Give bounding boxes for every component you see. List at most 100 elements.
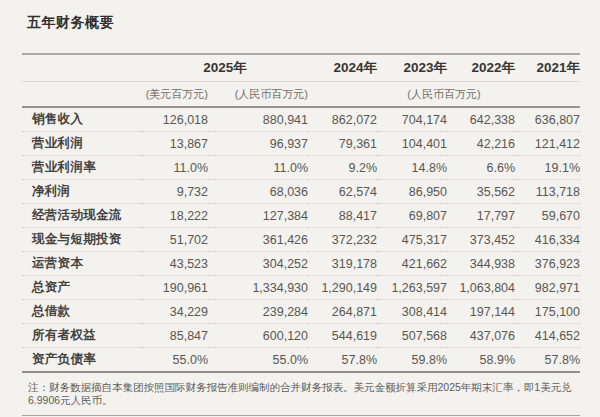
cell-2024: 264,871 — [308, 300, 377, 324]
unit-rmb-group: (人民币百万元) — [308, 82, 580, 108]
cell-2022: 42,216 — [447, 132, 515, 156]
cell-usd-2025: 13,867 — [142, 132, 208, 156]
cell-2021: 636,807 — [515, 107, 580, 132]
cell-2022: 197,144 — [447, 300, 515, 324]
cell-usd-2025: 43,523 — [142, 252, 208, 276]
cell-rmb-2025: 239,284 — [208, 300, 308, 324]
cell-2021: 376,923 — [515, 252, 580, 276]
cell-2022: 1,063,804 — [447, 276, 515, 300]
cell-rmb-2025: 1,334,930 — [208, 276, 308, 300]
cell-2022: 344,938 — [447, 252, 515, 276]
cell-usd-2025: 9,732 — [142, 180, 208, 204]
cell-2023: 421,662 — [377, 252, 447, 276]
row-label: 销售收入 — [22, 107, 142, 132]
table-header: 2025年 2024年 2023年 2022年 2021年 (美元百万元) (人… — [22, 54, 580, 107]
cell-rmb-2025: 127,384 — [208, 204, 308, 228]
year-header-2023: 2023年 — [377, 54, 447, 82]
cell-rmb-2025: 11.0% — [208, 156, 308, 180]
row-label: 总借款 — [22, 300, 142, 324]
cell-usd-2025: 11.0% — [142, 156, 208, 180]
row-label: 资产负债率 — [22, 348, 142, 373]
cell-2023: 704,174 — [377, 107, 447, 132]
row-label: 营业利润率 — [22, 156, 142, 180]
cell-2023: 507,568 — [377, 324, 447, 348]
cell-2022: 6.6% — [447, 156, 515, 180]
cell-2023: 86,950 — [377, 180, 447, 204]
cell-2024: 544,619 — [308, 324, 377, 348]
cell-2021: 175,100 — [515, 300, 580, 324]
cell-2024: 1,290,149 — [308, 276, 377, 300]
table-row: 净利润 9,732 68,036 62,574 86,950 35,562 11… — [22, 180, 580, 204]
row-label: 经营活动现金流 — [22, 204, 142, 228]
cell-usd-2025: 190,961 — [142, 276, 208, 300]
table-row: 现金与短期投资 51,702 361,426 372,232 475,317 3… — [22, 228, 580, 252]
cell-rmb-2025: 880,941 — [208, 107, 308, 132]
cell-usd-2025: 126,018 — [142, 107, 208, 132]
table-row: 运营资本 43,523 304,252 319,178 421,662 344,… — [22, 252, 580, 276]
cell-2024: 319,178 — [308, 252, 377, 276]
cell-2023: 308,414 — [377, 300, 447, 324]
row-label: 营业利润 — [22, 132, 142, 156]
cell-2023: 104,401 — [377, 132, 447, 156]
table-row: 总资产 190,961 1,334,930 1,290,149 1,263,59… — [22, 276, 580, 300]
unit-header-row: (美元百万元) (人民币百万元) (人民币百万元) — [22, 82, 580, 108]
cell-2023: 69,807 — [377, 204, 447, 228]
cell-2023: 475,317 — [377, 228, 447, 252]
cell-2023: 1,263,597 — [377, 276, 447, 300]
cell-2024: 88,417 — [308, 204, 377, 228]
cell-2024: 9.2% — [308, 156, 377, 180]
cell-usd-2025: 51,702 — [142, 228, 208, 252]
cell-2021: 57.8% — [515, 348, 580, 373]
cell-2021: 113,718 — [515, 180, 580, 204]
table-body: 销售收入 126,018 880,941 862,072 704,174 642… — [22, 107, 580, 372]
cell-2021: 19.1% — [515, 156, 580, 180]
cell-2022: 642,338 — [447, 107, 515, 132]
cell-usd-2025: 34,229 — [142, 300, 208, 324]
row-label: 运营资本 — [22, 252, 142, 276]
cell-usd-2025: 85,847 — [142, 324, 208, 348]
cell-rmb-2025: 96,937 — [208, 132, 308, 156]
cell-rmb-2025: 68,036 — [208, 180, 308, 204]
table-row: 销售收入 126,018 880,941 862,072 704,174 642… — [22, 107, 580, 132]
cell-2022: 17,797 — [447, 204, 515, 228]
cell-usd-2025: 18,222 — [142, 204, 208, 228]
cell-rmb-2025: 600,120 — [208, 324, 308, 348]
year-header-row: 2025年 2024年 2023年 2022年 2021年 — [22, 54, 580, 82]
cell-2023: 59.8% — [377, 348, 447, 373]
cell-2022: 35,562 — [447, 180, 515, 204]
row-label: 总资产 — [22, 276, 142, 300]
cell-rmb-2025: 55.0% — [208, 348, 308, 373]
table-row: 营业利润 13,867 96,937 79,361 104,401 42,216… — [22, 132, 580, 156]
cell-usd-2025: 55.0% — [142, 348, 208, 373]
cell-2021: 414,652 — [515, 324, 580, 348]
table-row: 营业利润率 11.0% 11.0% 9.2% 14.8% 6.6% 19.1% — [22, 156, 580, 180]
row-label: 净利润 — [22, 180, 142, 204]
cell-2024: 57.8% — [308, 348, 377, 373]
cell-2021: 59,670 — [515, 204, 580, 228]
five-year-financial-table: 2025年 2024年 2023年 2022年 2021年 (美元百万元) (人… — [22, 53, 580, 373]
cell-2024: 372,232 — [308, 228, 377, 252]
table-row: 所有者权益 85,847 600,120 544,619 507,568 437… — [22, 324, 580, 348]
cell-2021: 416,334 — [515, 228, 580, 252]
row-label: 所有者权益 — [22, 324, 142, 348]
year-header-2025: 2025年 — [142, 54, 308, 82]
footnote: 注：财务数据摘自本集团按照国际财务报告准则编制的合并财务报表。美元金额折算采用2… — [22, 373, 580, 416]
cell-2023: 14.8% — [377, 156, 447, 180]
cell-2022: 373,452 — [447, 228, 515, 252]
cell-2024: 862,072 — [308, 107, 377, 132]
page-title: 五年财务概要 — [27, 13, 580, 32]
cell-2021: 982,971 — [515, 276, 580, 300]
unit-spacer — [22, 82, 142, 108]
table-row: 总借款 34,229 239,284 264,871 308,414 197,1… — [22, 300, 580, 324]
cell-2022: 437,076 — [447, 324, 515, 348]
unit-usd-2025: (美元百万元) — [142, 82, 208, 108]
cell-2024: 62,574 — [308, 180, 377, 204]
unit-rmb-2025: (人民币百万元) — [208, 82, 308, 108]
table-row: 经营活动现金流 18,222 127,384 88,417 69,807 17,… — [22, 204, 580, 228]
row-label: 现金与短期投资 — [22, 228, 142, 252]
year-header-2024: 2024年 — [308, 54, 377, 82]
header-spacer — [22, 54, 142, 82]
table-row: 资产负债率 55.0% 55.0% 57.8% 59.8% 58.9% 57.8… — [22, 348, 580, 373]
cell-2022: 58.9% — [447, 348, 515, 373]
report-content: 五年财务概要 2025年 2024年 2023年 2022年 2021年 (美元… — [22, 0, 580, 416]
